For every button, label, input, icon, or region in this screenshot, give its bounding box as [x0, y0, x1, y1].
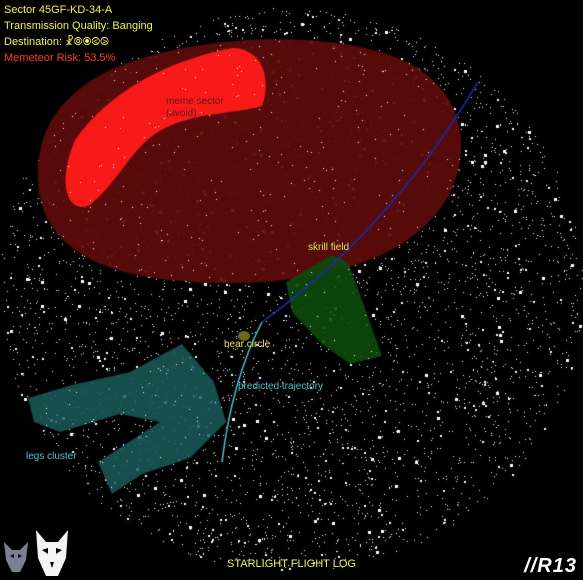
r13-badge: //R13 [524, 555, 577, 578]
destination-readout: Destination: ☧⦾⦿⧀⧁ [4, 34, 109, 50]
skrill-field-label: skrill field [308, 242, 349, 254]
meme-sector-note: (avoid) [166, 108, 224, 120]
sector-readout: Sector 45GF-KD-34-A [4, 2, 112, 18]
mascot-icons [2, 528, 74, 580]
memeteor-risk-readout: Memeteor Risk: 53.5% [4, 50, 115, 66]
transmission-quality-readout: Transmission Quality: Banging [4, 18, 153, 34]
meme-sector-label: meme sector (avoid) [166, 96, 224, 120]
predicted-trajectory-label: predicted trajectory [238, 381, 323, 393]
bear-circle-label: bear circle [224, 339, 270, 351]
flight-log-title: STARLIGHT FLIGHT LOG [0, 558, 583, 570]
meme-sector-name: meme sector [166, 96, 224, 108]
legs-cluster-label: legs cluster [26, 451, 77, 463]
